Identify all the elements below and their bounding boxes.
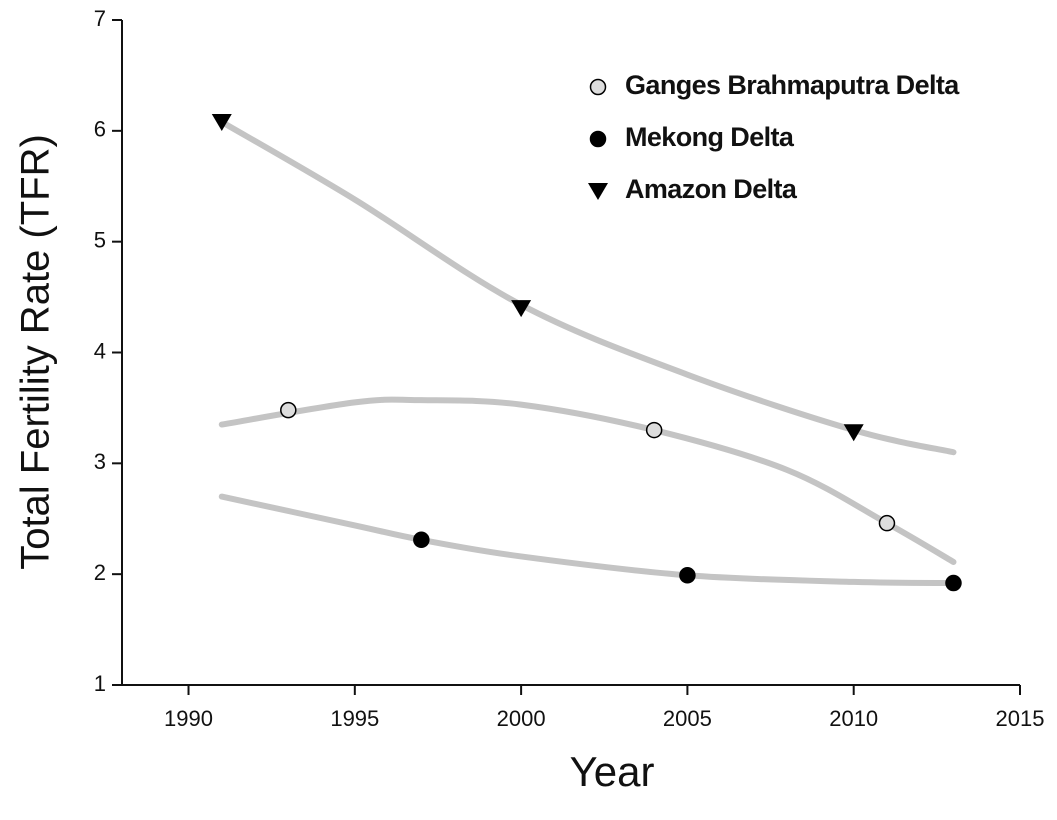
- x-tick-label: 1995: [330, 706, 379, 731]
- data-point: [645, 421, 663, 439]
- x-tick-label: 2010: [829, 706, 878, 731]
- data-point: [413, 531, 430, 549]
- data-point: [878, 514, 896, 532]
- legend-marker: [589, 78, 607, 96]
- y-tick-label: 6: [94, 117, 106, 142]
- y-tick-label: 3: [94, 449, 106, 474]
- data-point: [679, 567, 696, 584]
- data-point: [511, 300, 532, 318]
- y-tick-label: 4: [94, 338, 106, 363]
- data-point: [280, 401, 297, 419]
- x-tick-label: 2000: [497, 706, 546, 731]
- x-tick-label: 1990: [164, 706, 213, 731]
- legend-label: Ganges Brahmaputra Delta: [625, 70, 960, 100]
- y-tick-label: 1: [94, 671, 106, 696]
- x-axis-label: Year: [570, 748, 655, 795]
- data-point: [843, 424, 864, 442]
- trend-line: [218, 396, 957, 565]
- y-tick-label: 5: [94, 227, 106, 252]
- y-tick-label: 7: [94, 6, 106, 31]
- trend-line: [218, 493, 957, 587]
- x-tick-label: 2015: [996, 706, 1045, 731]
- legend-label: Amazon Delta: [625, 174, 798, 204]
- y-axis-label: Total Fertility Rate (TFR): [14, 134, 58, 570]
- data-point: [211, 113, 232, 131]
- x-tick-label: 2005: [663, 706, 712, 731]
- data-point: [945, 574, 962, 592]
- legend-marker: [588, 183, 608, 200]
- y-tick-label: 2: [94, 560, 106, 585]
- legend-label: Mekong Delta: [625, 122, 795, 152]
- legend-marker: [589, 130, 607, 148]
